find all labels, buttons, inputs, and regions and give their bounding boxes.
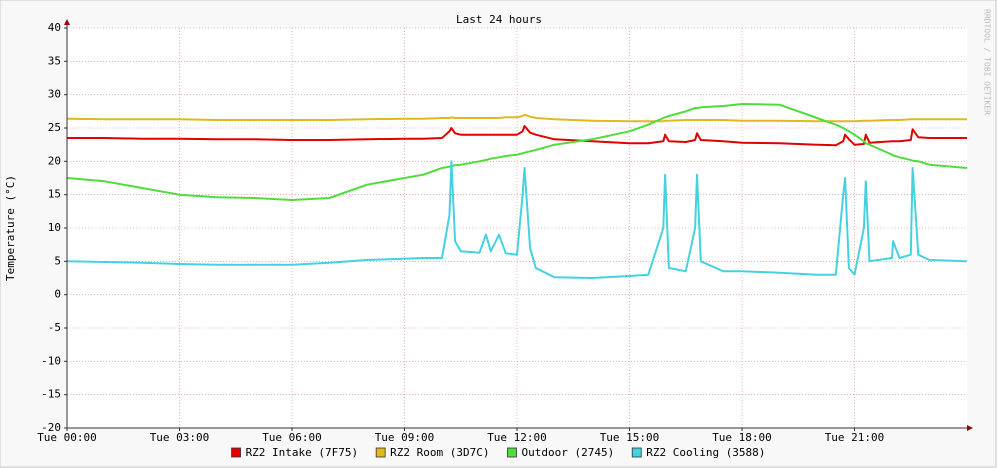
chart-title: Last 24 hours (456, 13, 542, 26)
lines (66, 103, 968, 279)
x-arrow (967, 425, 973, 431)
y-tick-label: 0 (54, 288, 61, 301)
y-tick-label: 5 (54, 254, 61, 267)
x-tick-label: Tue 18:00 (712, 431, 772, 444)
legend: RZ2 Intake (7F75) RZ2 Room (3D7C) Outdoor … (231, 446, 765, 459)
grid (64, 27, 967, 431)
legend-label: RZ2 Cooling (3588) (646, 446, 765, 459)
watermark: RRDTOOL / TOBI OETIKER (983, 9, 992, 115)
legend-label: Outdoor (2745) (522, 446, 615, 459)
series-line (66, 160, 968, 279)
series-line (66, 103, 968, 201)
series-line (67, 125, 967, 147)
y-tick-label: 35 (48, 54, 61, 67)
y-tick-label: -10 (41, 354, 61, 367)
x-tick-label: Tue 15:00 (600, 431, 660, 444)
y-arrow (64, 19, 70, 25)
y-axis-label: Temperature (°C) (4, 175, 17, 281)
y-tick-label: 10 (48, 221, 61, 234)
y-tick-label: 40 (48, 21, 61, 34)
y-tick-label: 30 (48, 88, 61, 101)
y-tick-label: 25 (48, 121, 61, 134)
legend-label: RZ2 Room (3D7C) (390, 446, 489, 459)
y-tick-label: 20 (48, 154, 61, 167)
legend-swatch (507, 447, 517, 458)
legend-swatch (231, 447, 241, 458)
y-tick-label: -15 (41, 388, 61, 401)
legend-swatch (631, 447, 642, 458)
x-tick-label: Tue 21:00 (825, 431, 885, 444)
x-tick-label: Tue 00:00 (37, 431, 97, 444)
series-line (66, 113, 967, 123)
y-tick-label: -5 (48, 321, 61, 334)
x-tick-label: Tue 12:00 (487, 431, 547, 444)
legend-swatch (375, 447, 386, 458)
x-tick-label: Tue 09:00 (375, 431, 435, 444)
legend-label: RZ2 Intake (7F75) (246, 446, 359, 459)
y-tick-label: -20 (41, 421, 61, 434)
x-tick-label: Tue 03:00 (150, 431, 210, 444)
y-tick-label: 15 (48, 188, 61, 201)
x-tick-label: Tue 06:00 (262, 431, 322, 444)
